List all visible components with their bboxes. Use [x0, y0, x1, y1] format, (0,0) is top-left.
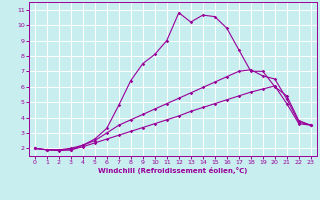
X-axis label: Windchill (Refroidissement éolien,°C): Windchill (Refroidissement éolien,°C) — [98, 167, 247, 174]
